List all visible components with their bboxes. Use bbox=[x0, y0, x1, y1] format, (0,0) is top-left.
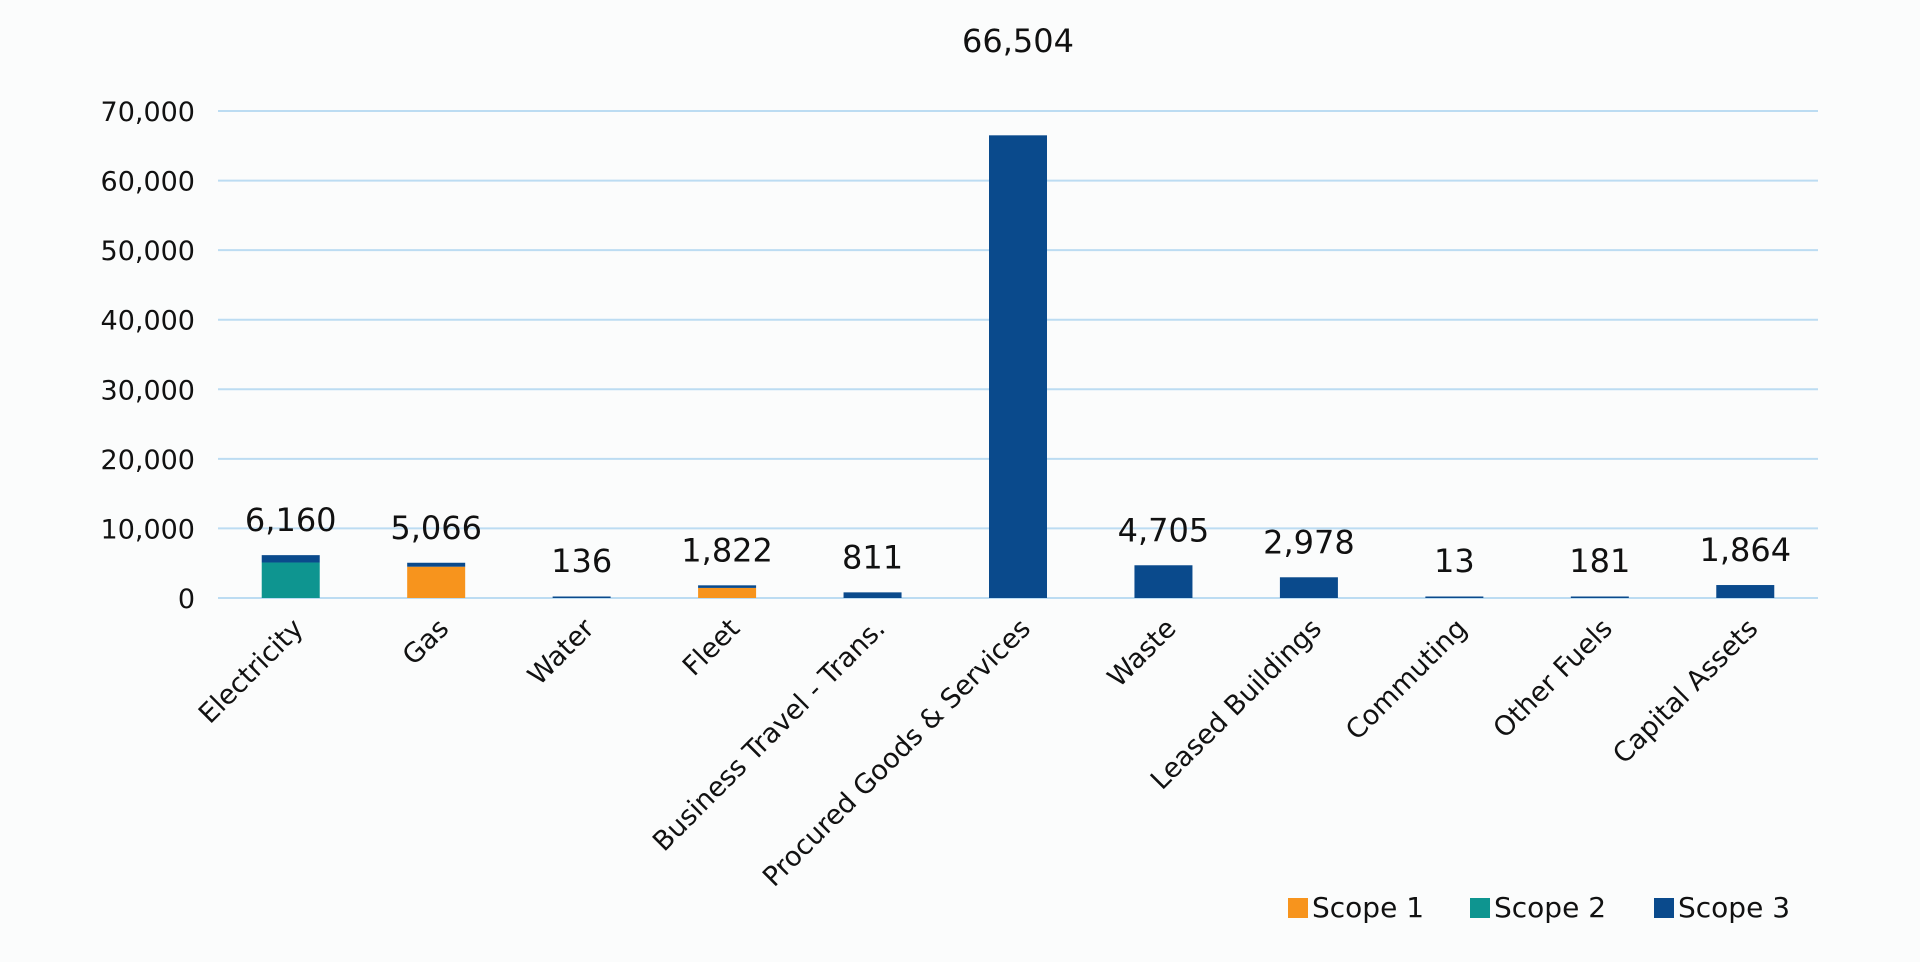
data-label: 1,864 bbox=[1699, 531, 1791, 569]
category-label: Commuting bbox=[1340, 613, 1473, 746]
category-label: Fleet bbox=[677, 613, 746, 682]
data-label: 66,504 bbox=[962, 22, 1074, 60]
y-tick-label: 40,000 bbox=[101, 306, 195, 337]
data-label: 1,822 bbox=[681, 531, 773, 569]
y-tick-label: 60,000 bbox=[101, 167, 195, 198]
bar-segment-scope-3 bbox=[698, 585, 757, 588]
y-tick-label: 0 bbox=[178, 584, 195, 615]
bar-segment-scope-3 bbox=[552, 596, 611, 598]
data-label: 811 bbox=[842, 538, 903, 576]
legend-label: Scope 2 bbox=[1494, 891, 1606, 924]
category-label: Waste bbox=[1102, 613, 1182, 693]
bar-segment-scope-3 bbox=[1134, 565, 1193, 598]
bar-segment-scope-3 bbox=[1570, 596, 1629, 598]
bar-segment-scope-3 bbox=[989, 135, 1047, 598]
category-label: Electricity bbox=[193, 613, 310, 730]
legend-label: Scope 3 bbox=[1678, 891, 1790, 924]
legend-swatch-scope-2 bbox=[1470, 898, 1490, 918]
bars bbox=[261, 135, 1775, 598]
y-tick-label: 10,000 bbox=[101, 514, 195, 545]
bar-segment-scope-1 bbox=[407, 566, 466, 598]
legend-swatch-scope-1 bbox=[1288, 898, 1308, 918]
y-axis-ticks: 0 10,000 20,000 30,000 40,000 50,000 60,000 70,… bbox=[101, 97, 195, 615]
y-tick-label: 20,000 bbox=[101, 445, 195, 476]
bar-segment-scope-3 bbox=[843, 592, 902, 598]
bar-segment-scope-1 bbox=[698, 587, 757, 598]
bar-segment-scope-3 bbox=[1716, 585, 1775, 598]
category-label: Gas bbox=[397, 613, 455, 671]
data-label: 4,705 bbox=[1118, 511, 1210, 549]
bar-segment-scope-3 bbox=[261, 555, 320, 563]
bar-segment-scope-3 bbox=[1279, 577, 1338, 598]
category-label: Other Fuels bbox=[1488, 613, 1619, 744]
legend-label: Scope 1 bbox=[1312, 891, 1424, 924]
legend-swatch-scope-3 bbox=[1654, 898, 1674, 918]
data-label: 136 bbox=[551, 542, 612, 580]
bar-segment-scope-3 bbox=[1425, 596, 1484, 598]
category-label: Business Travel - Trans. bbox=[647, 613, 891, 857]
y-tick-label: 30,000 bbox=[101, 375, 195, 406]
category-label: Capital Assets bbox=[1607, 613, 1764, 770]
data-label: 5,066 bbox=[390, 509, 482, 547]
data-label: 181 bbox=[1569, 542, 1630, 580]
data-label: 6,160 bbox=[245, 501, 337, 539]
y-tick-label: 70,000 bbox=[101, 97, 195, 128]
category-label: Procured Goods & Services bbox=[757, 613, 1037, 893]
bar-segment-scope-3 bbox=[407, 562, 466, 567]
y-tick-label: 50,000 bbox=[101, 236, 195, 267]
data-label: 13 bbox=[1434, 542, 1475, 580]
category-label: Water bbox=[522, 612, 601, 691]
data-labels: 6,160 5,066 136 1,822 811 66,504 4,705 2,978 13 1… bbox=[245, 22, 1791, 580]
data-label: 2,978 bbox=[1263, 523, 1355, 561]
bar-segment-scope-2 bbox=[261, 562, 320, 598]
legend: Scope 1 Scope 2 Scope 3 bbox=[1288, 891, 1790, 924]
